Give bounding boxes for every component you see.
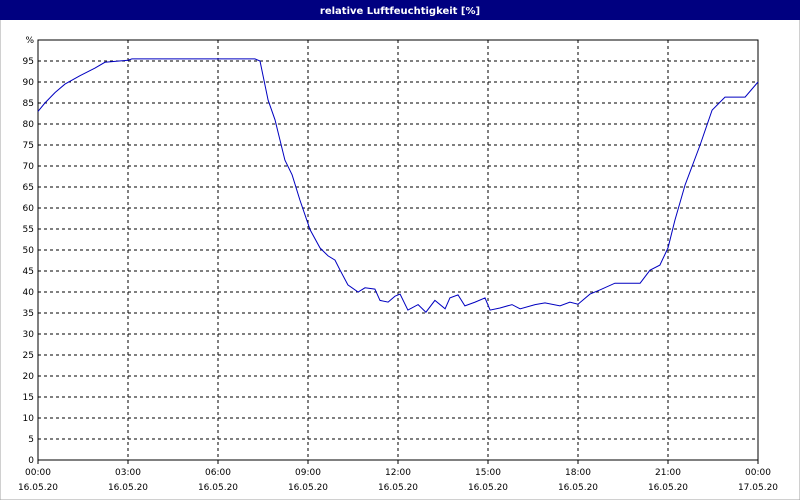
x-tick-label: 18:00 16.05.20: [558, 468, 598, 493]
chart-title: relative Luftfeuchtigkeit [%]: [320, 6, 480, 17]
y-tick-label: 55: [23, 225, 34, 235]
y-tick-label: 35: [23, 309, 34, 319]
y-tick-label: 5: [28, 435, 34, 445]
y-tick-label: 25: [23, 351, 34, 361]
y-tick-label: 85: [23, 99, 34, 109]
y-tick-label: 50: [23, 246, 35, 256]
x-tick-label: 15:00 16.05.20: [468, 468, 508, 493]
plot-border: [37, 39, 759, 461]
y-tick-label: 90: [23, 78, 35, 88]
y-tick-label: 65: [23, 183, 34, 193]
y-tick-label: 45: [23, 267, 34, 277]
x-tick-label: 00:00 17.05.20: [738, 468, 778, 493]
y-tick-label: 20: [23, 372, 35, 382]
data-line: [37, 58, 759, 313]
y-tick-label: 75: [23, 141, 34, 151]
y-tick-label: 30: [23, 330, 35, 340]
title-bar: [0, 0, 800, 20]
x-tick-label: 06:00 16.05.20: [198, 468, 238, 493]
y-tick-label: 10: [23, 414, 35, 424]
y-tick-label: 60: [23, 204, 35, 214]
y-tick-label: 40: [23, 288, 35, 298]
y-tick-label: 95: [23, 57, 34, 67]
y-tick-label: 70: [23, 162, 35, 172]
x-tick-label: 03:00 16.05.20: [108, 468, 148, 493]
y-tick-label: 15: [23, 393, 34, 403]
y-tick-label: 80: [23, 120, 35, 130]
x-tick-label: 12:00 16.05.20: [378, 468, 418, 493]
x-tick-label: 09:00 16.05.20: [288, 468, 328, 493]
x-tick-label: 00:00 16.05.20: [18, 468, 58, 493]
y-tick-label: 0: [28, 456, 34, 466]
x-tick-label: 21:00 16.05.20: [648, 468, 688, 493]
y-tick-label: %: [25, 36, 34, 46]
